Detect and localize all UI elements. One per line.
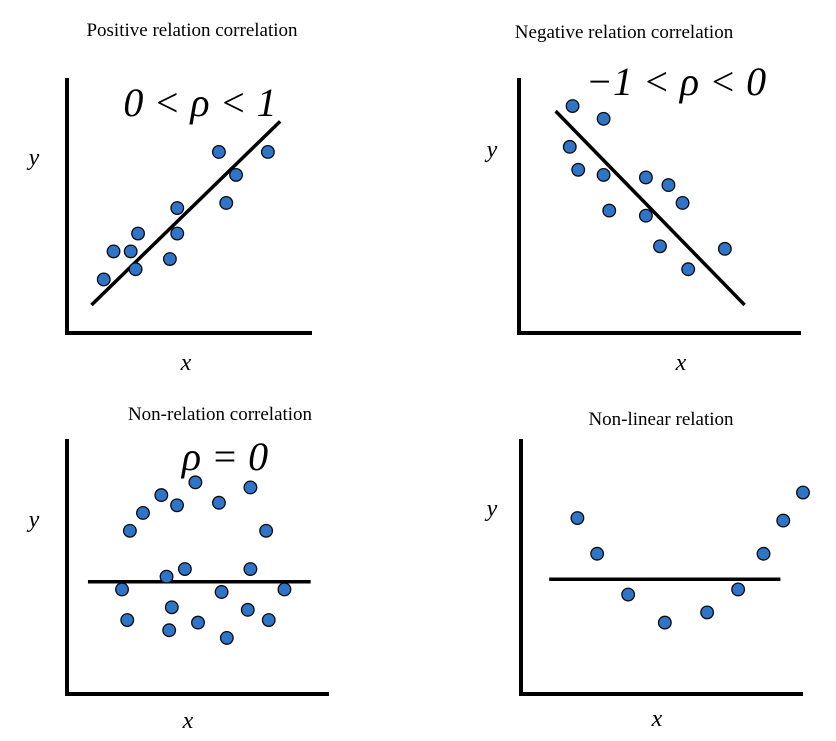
data-point: [243, 480, 258, 495]
data-point: [177, 562, 192, 577]
panel-title: Positive relation correlation: [86, 20, 298, 41]
data-point: [123, 244, 138, 259]
rho-annotation: −1 < ρ < 0: [586, 59, 766, 104]
data-point: [602, 203, 617, 218]
axes-lines: [65, 78, 312, 335]
data-point: [776, 513, 791, 528]
data-point: [570, 511, 585, 526]
data-point: [106, 244, 121, 259]
data-point: [219, 195, 234, 210]
data-point: [562, 139, 577, 154]
data-point: [162, 623, 177, 638]
data-point: [162, 252, 177, 266]
panel-non-linear: Non-linear relation y x: [485, 409, 810, 732]
data-point: [120, 613, 135, 628]
data-point: [260, 144, 275, 159]
data-point: [243, 562, 258, 577]
data-point: [638, 208, 653, 223]
data-point: [170, 226, 185, 241]
data-point: [96, 272, 111, 287]
data-point: [159, 569, 174, 584]
data-point: [700, 605, 715, 620]
data-point: [653, 239, 667, 254]
data-point: [259, 523, 274, 538]
panel-title: Non-relation correlation: [128, 404, 313, 425]
data-point: [188, 475, 203, 490]
data-point: [131, 226, 146, 241]
data-point: [212, 495, 226, 510]
y-axis-label: y: [485, 137, 498, 163]
panel-title: Negative relation correlation: [515, 22, 734, 43]
data-point: [756, 546, 771, 561]
panel-title: Non-linear relation: [588, 409, 734, 430]
data-point: [657, 615, 672, 630]
data-point: [122, 523, 137, 538]
axes-lines: [519, 439, 803, 696]
data-point: [596, 167, 611, 182]
x-axis-label: x: [182, 708, 194, 734]
data-point: [229, 167, 244, 182]
data-point: [214, 585, 229, 599]
data-point: [115, 582, 129, 597]
data-point: [219, 630, 234, 645]
data-point: [675, 195, 690, 210]
data-point: [565, 99, 580, 114]
data-point: [796, 485, 810, 500]
data-point: [661, 178, 676, 193]
trend-line: [554, 109, 746, 307]
data-point: [621, 587, 636, 602]
data-point: [590, 546, 605, 561]
data-point: [170, 498, 184, 513]
rho-annotation: 0 < ρ < 1: [123, 80, 276, 125]
data-point: [681, 262, 696, 277]
panel-negative: Negative relation correlation −1 < ρ < 0…: [485, 22, 801, 376]
data-point: [154, 488, 169, 503]
data-point: [596, 111, 611, 126]
x-axis-label: x: [180, 350, 192, 376]
trend-line: [90, 120, 282, 307]
data-point: [240, 602, 255, 617]
panel-positive: Positive relation correlation 0 < ρ < 1 …: [27, 20, 312, 376]
data-point: [717, 241, 732, 256]
rho-annotation: ρ = 0: [180, 434, 268, 479]
data-point: [136, 506, 150, 520]
axes-lines: [65, 439, 329, 696]
x-axis-label: x: [651, 706, 663, 732]
y-axis-label: y: [27, 507, 40, 533]
y-axis-label: y: [485, 496, 498, 522]
data-point: [571, 162, 586, 177]
x-axis-label: x: [675, 350, 687, 376]
data-point: [128, 262, 143, 277]
y-axis-label: y: [27, 145, 40, 171]
data-point: [170, 201, 185, 216]
data-point: [731, 582, 746, 597]
data-point: [261, 613, 276, 628]
axes-lines: [517, 78, 801, 335]
data-point: [211, 144, 226, 159]
data-point: [638, 170, 653, 185]
data-point: [191, 615, 205, 630]
panel-no-correlation: Non-relation correlation ρ = 0 y x: [27, 404, 329, 734]
data-point: [277, 582, 292, 597]
data-point: [164, 600, 179, 615]
